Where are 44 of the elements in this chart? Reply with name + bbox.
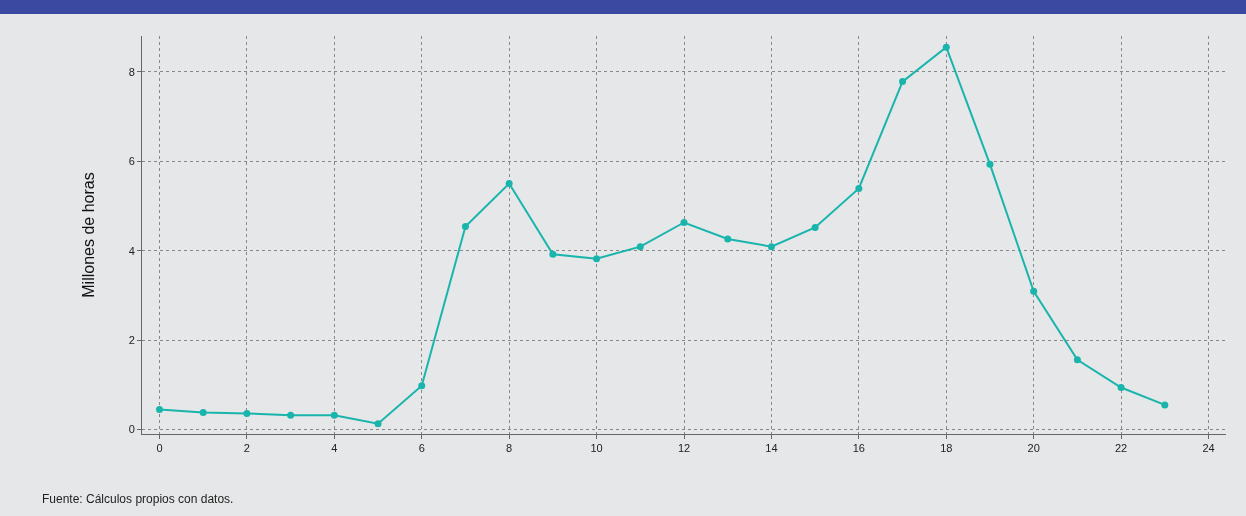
point xyxy=(942,43,950,51)
x-tick-label: 20 xyxy=(1027,442,1040,455)
point xyxy=(636,243,644,251)
point xyxy=(199,409,207,417)
x-tick-label: 6 xyxy=(418,442,425,455)
x-tick-label: 14 xyxy=(765,442,778,455)
point xyxy=(593,255,601,263)
y-tick-label: 8 xyxy=(128,65,135,78)
point xyxy=(155,405,163,413)
point xyxy=(767,243,775,251)
x-tick-label: 2 xyxy=(243,442,250,455)
point xyxy=(461,223,469,230)
y-tick-label: 6 xyxy=(128,155,135,168)
x-tick-label: 16 xyxy=(852,442,865,455)
y-tick-label: 0 xyxy=(128,423,135,436)
point xyxy=(1161,401,1169,409)
y-tick-label: 2 xyxy=(128,333,135,346)
point xyxy=(986,160,994,168)
point xyxy=(1117,383,1125,391)
point xyxy=(549,250,557,258)
point xyxy=(1073,356,1081,364)
x-tick-label: 0 xyxy=(156,442,163,455)
point xyxy=(374,420,382,428)
x-tick-label: 4 xyxy=(331,442,338,455)
y-axis-title: Millones de horas xyxy=(79,172,97,298)
point xyxy=(505,180,513,188)
x-tick-label: 24 xyxy=(1202,442,1215,455)
x-tick-label: 10 xyxy=(590,442,603,455)
x-tick-label: 8 xyxy=(506,442,513,455)
point xyxy=(811,223,819,231)
x-tick-label: 22 xyxy=(1114,442,1128,455)
point xyxy=(680,218,688,226)
point xyxy=(287,411,295,419)
point xyxy=(243,409,251,417)
point xyxy=(330,411,338,419)
y-tick-label: 4 xyxy=(128,244,135,257)
x-tick-label: 12 xyxy=(677,442,691,455)
point xyxy=(899,78,907,86)
point xyxy=(724,235,732,243)
point xyxy=(1030,287,1038,295)
x-tick-label: 18 xyxy=(940,442,953,455)
point xyxy=(418,382,426,390)
point xyxy=(855,184,863,192)
source-note: Fuente: Cálculos propios con datos. xyxy=(42,492,234,506)
